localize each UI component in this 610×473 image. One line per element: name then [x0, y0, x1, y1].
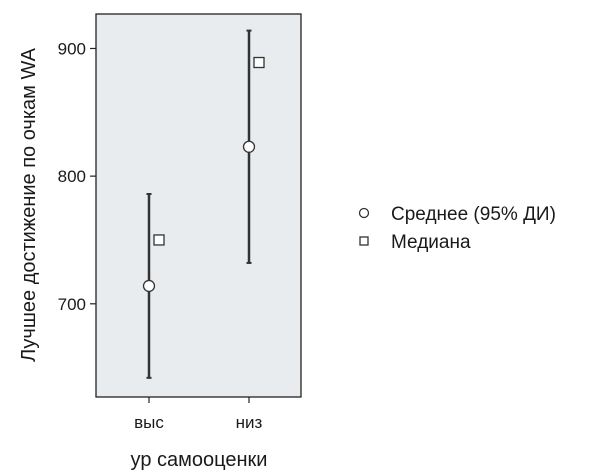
plot-area [95, 13, 302, 398]
y-axis-label: Лучшее достижение по очкам WA [18, 47, 40, 362]
legend-marker-median [359, 236, 369, 246]
plot-marks [142, 29, 265, 379]
legend-label-median: Медиана [391, 232, 471, 253]
median-point [253, 56, 265, 69]
y-tick-label: 700 [58, 295, 86, 314]
y-tick-label: 800 [58, 167, 86, 186]
mean-point [142, 279, 156, 293]
x-axis: выс низ [134, 397, 263, 432]
y-tick-label: 900 [58, 39, 86, 58]
legend-marker-mean [358, 207, 370, 219]
legend-label-mean: Среднее (95% ДИ) [391, 204, 556, 225]
x-tick-label: выс [134, 413, 164, 432]
legend: Среднее (95% ДИ) Медиана [358, 204, 556, 253]
median-point [153, 234, 165, 246]
mean-point [242, 140, 256, 153]
x-axis-label: ур самооценки [131, 449, 268, 471]
x-tick-label: низ [236, 413, 263, 432]
y-axis: 700 800 900 [58, 39, 96, 314]
